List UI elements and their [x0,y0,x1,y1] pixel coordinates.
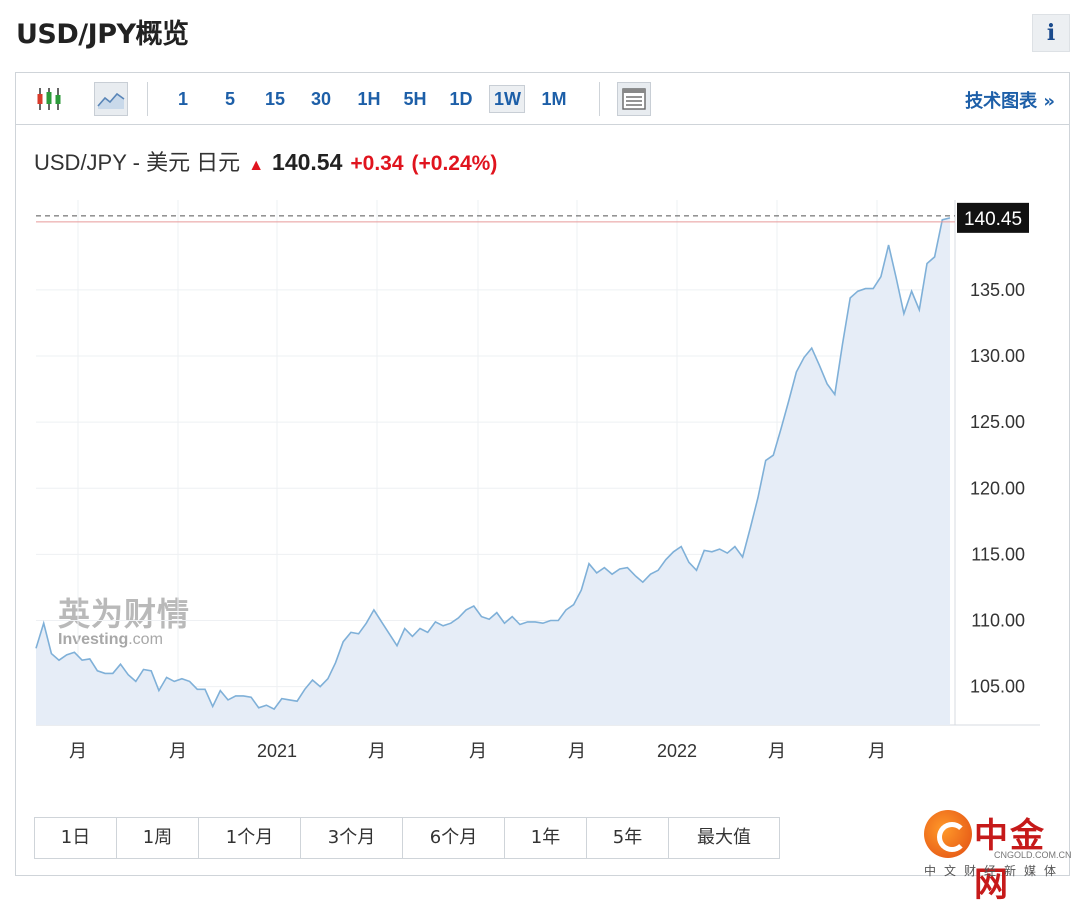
cngold-logo: 中金网 CNGOLD.COM.CN 中文财经新媒体 [922,806,1072,905]
range-5y-button[interactable]: 5年 [587,818,669,858]
table-view-icon [622,88,646,110]
x-tick-label: 2021 [257,741,297,761]
info-icon: i [1046,20,1056,46]
area-chart-button[interactable] [94,82,128,116]
interval-5-button[interactable]: 5 [224,89,235,109]
range-6m-button[interactable]: 6个月 [403,818,505,858]
range-1y-button[interactable]: 1年 [505,818,587,858]
quote-header: USD/JPY - 美元 日元 ▲ 140.54 +0.34 (+0.24%) [34,145,497,177]
y-tick-label: 115.00 [971,544,1025,564]
x-tick-label: 月 [69,741,87,761]
y-tick-label: 105.00 [970,677,1025,697]
range-1d-button[interactable]: 1日 [35,818,117,858]
y-tick-label: 130.00 [970,346,1025,366]
instrument-name: USD/JPY - 美元 日元 [34,150,241,175]
last-price-marker: 140.45 [36,202,1029,233]
range-1w-button[interactable]: 1周 [117,818,199,858]
cngold-logo-tagline: 中文财经新媒体 [924,864,1065,878]
chart-toolbar: 1 5 15 30 1H 5H 1D 1W 1M 技术图表 » [16,73,1069,125]
cngold-logo-url: CNGOLD.COM.CN [994,850,1072,860]
toolbar-separator [147,82,148,116]
info-button[interactable]: i [1032,14,1070,52]
interval-1m-button[interactable]: 1M [541,89,567,109]
technical-chart-link[interactable]: 技术图表 » [965,91,1055,112]
candlestick-chart-button[interactable] [32,82,66,116]
y-tick-label: 110.00 [971,611,1025,631]
table-view-button[interactable] [617,82,651,116]
y-axis: 105.00 110.00 115.00 120.00 125.00 130.00 135.… [970,280,1025,697]
range-selector: 1日 1周 1个月 3个月 6个月 1年 5年 最大值 [34,817,780,859]
y-tick-label: 125.00 [970,412,1025,432]
price-change-percent: (+0.24%) [411,152,498,175]
up-arrow-icon: ▲ [248,157,265,174]
x-tick-label: 月 [469,741,487,761]
range-1m-button[interactable]: 1个月 [199,818,301,858]
x-tick-label: 月 [568,741,586,761]
price-area [36,217,950,725]
last-price-tag [957,202,1029,233]
interval-5h-button[interactable]: 5H [403,89,427,109]
x-tick-label: 月 [169,741,187,761]
interval-1w-button[interactable]: 1W [489,85,525,113]
price-change: +0.34 [350,152,404,175]
range-3m-button[interactable]: 3个月 [301,818,403,858]
x-tick-label: 月 [368,741,386,761]
cngold-logo-icon [924,810,972,858]
candlestick-icon [37,88,61,110]
area-chart-icon [97,92,125,109]
toolbar-separator [599,82,600,116]
interval-1h-button[interactable]: 1H [357,89,381,109]
x-tick-label: 月 [768,741,786,761]
price-chart: 105.00 110.00 115.00 120.00 125.00 130.00 135.… [35,200,1040,761]
interval-1-button[interactable]: 1 [177,89,188,109]
x-tick-label: 2022 [657,741,697,761]
range-max-button[interactable]: 最大值 [669,818,779,858]
interval-1d-button[interactable]: 1D [449,89,473,109]
y-tick-label: 120.00 [970,478,1025,498]
interval-15-button[interactable]: 15 [264,89,286,109]
x-tick-label: 月 [868,741,886,761]
page-title: USD/JPY概览 [16,19,189,50]
interval-30-button[interactable]: 30 [310,89,332,109]
y-tick-label: 135.00 [970,280,1025,300]
last-price: 140.54 [272,149,343,175]
chart-panel: 1 5 15 30 1H 5H 1D 1W 1M 技术图表 » USD/JPY … [15,72,1070,876]
last-price-label: 140.45 [964,209,1022,230]
price-line [35,217,951,711]
x-axis: 月 月 2021 月 月 月 2022 月 月 [69,741,886,761]
